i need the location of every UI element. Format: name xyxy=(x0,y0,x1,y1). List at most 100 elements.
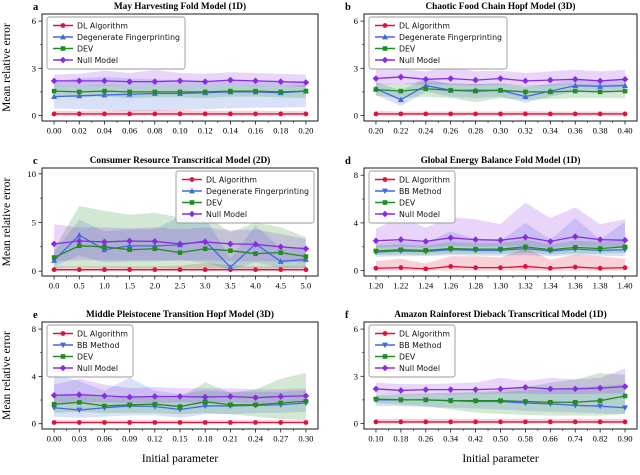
data-point xyxy=(302,392,310,400)
data-point xyxy=(572,264,578,270)
data-point xyxy=(473,398,478,403)
panel-letter: e xyxy=(33,310,38,321)
data-point xyxy=(472,76,479,84)
data-point xyxy=(597,419,603,425)
data-point xyxy=(50,392,58,399)
legend-marker xyxy=(60,46,66,51)
legend-label: DL Algorithm xyxy=(399,329,450,338)
data-point xyxy=(228,402,233,408)
data-point xyxy=(228,248,233,254)
subplot-title: Chaotic Food Chain Hopf Model (3D) xyxy=(425,1,575,12)
data-point xyxy=(596,236,604,243)
confidence-band xyxy=(54,378,306,404)
x-tick-label: 1.0 xyxy=(99,281,110,291)
legend-marker xyxy=(382,200,388,205)
y-tick-label: 10 xyxy=(27,169,36,179)
data-point xyxy=(622,419,628,425)
x-tick-label: 0.06 xyxy=(97,434,113,444)
data-point xyxy=(397,73,405,81)
data-point xyxy=(423,86,429,92)
x-tick-label: 0.03 xyxy=(72,434,87,444)
y-tick-label: 6 xyxy=(354,324,359,334)
legend-marker xyxy=(189,177,195,182)
data-point xyxy=(448,88,453,93)
data-point xyxy=(523,399,528,404)
data-point xyxy=(76,420,82,425)
legend-label: DL Algorithm xyxy=(206,175,257,184)
y-tick-label: 8 xyxy=(32,324,37,334)
data-point xyxy=(398,88,404,94)
data-point xyxy=(548,89,553,95)
data-point xyxy=(423,419,429,425)
legend-marker xyxy=(382,188,388,195)
data-point xyxy=(102,111,107,117)
data-point xyxy=(75,391,83,399)
legend-marker xyxy=(382,331,388,336)
x-tick-label: 1.32 xyxy=(518,281,533,291)
x-tick-label: 5.0 xyxy=(301,281,312,291)
legend-label: BB Method xyxy=(399,187,441,196)
legend-label: Null Model xyxy=(399,364,440,373)
legend-label: BB Method xyxy=(399,341,441,350)
data-point xyxy=(372,75,380,82)
x-tick-label: 0.66 xyxy=(543,434,559,444)
data-point xyxy=(447,386,454,393)
data-point xyxy=(571,76,579,83)
legend-marker xyxy=(382,342,388,349)
data-point xyxy=(572,399,578,405)
data-point xyxy=(101,392,108,400)
data-point xyxy=(622,82,629,88)
x-tick-label: 0.18 xyxy=(393,434,408,444)
x-tick-label: 0.50 xyxy=(493,434,508,444)
data-point xyxy=(51,257,58,263)
x-tick-label: 0.10 xyxy=(172,126,187,136)
legend-marker xyxy=(382,46,388,51)
legend-label: DL Algorithm xyxy=(77,329,128,338)
x-tick-label: 0.74 xyxy=(568,434,584,444)
data-point xyxy=(278,250,284,255)
legend-box xyxy=(368,16,508,70)
x-axis-label: Initial parameter xyxy=(462,453,538,465)
x-tick-label: 0.15 xyxy=(172,434,187,444)
x-tick-label: 0.5 xyxy=(74,281,85,291)
data-point xyxy=(51,111,57,117)
data-point xyxy=(472,236,479,243)
data-point xyxy=(423,397,429,403)
x-tick-label: 0.26 xyxy=(418,434,434,444)
subplot-title: Global Energy Balance Fold Model (1D) xyxy=(421,155,581,166)
y-tick-label: 3 xyxy=(354,371,359,381)
x-tick-label: 0.30 xyxy=(298,434,313,444)
data-point xyxy=(51,401,57,407)
x-tick-label: 0.30 xyxy=(493,126,508,136)
data-point xyxy=(152,246,158,252)
data-point xyxy=(253,420,258,425)
y-tick-label: 0 xyxy=(354,110,359,120)
data-point xyxy=(398,111,404,117)
x-tick-label: 3.5 xyxy=(225,281,236,291)
data-point xyxy=(498,88,503,93)
y-tick-label: 0 xyxy=(32,110,37,120)
data-point xyxy=(372,385,380,393)
data-point xyxy=(597,403,604,410)
data-point xyxy=(202,420,208,425)
data-point xyxy=(127,420,133,425)
confidence-band xyxy=(375,218,626,257)
legend-marker xyxy=(60,331,66,336)
data-point xyxy=(127,89,132,95)
data-point xyxy=(151,393,159,400)
data-point xyxy=(398,265,404,271)
x-tick-label: 1.22 xyxy=(393,281,408,291)
data-point xyxy=(177,111,183,117)
data-point xyxy=(622,111,628,117)
data-point xyxy=(547,419,553,425)
x-tick-label: 0.08 xyxy=(147,126,162,136)
x-tick-label: 0.02 xyxy=(72,126,87,136)
data-point xyxy=(101,77,108,85)
data-point xyxy=(228,88,233,94)
data-point xyxy=(152,267,158,273)
x-tick-label: 1.26 xyxy=(443,281,459,291)
data-point xyxy=(522,384,529,391)
x-tick-label: 0.00 xyxy=(47,126,62,136)
data-point xyxy=(303,88,309,94)
data-point xyxy=(473,111,478,117)
